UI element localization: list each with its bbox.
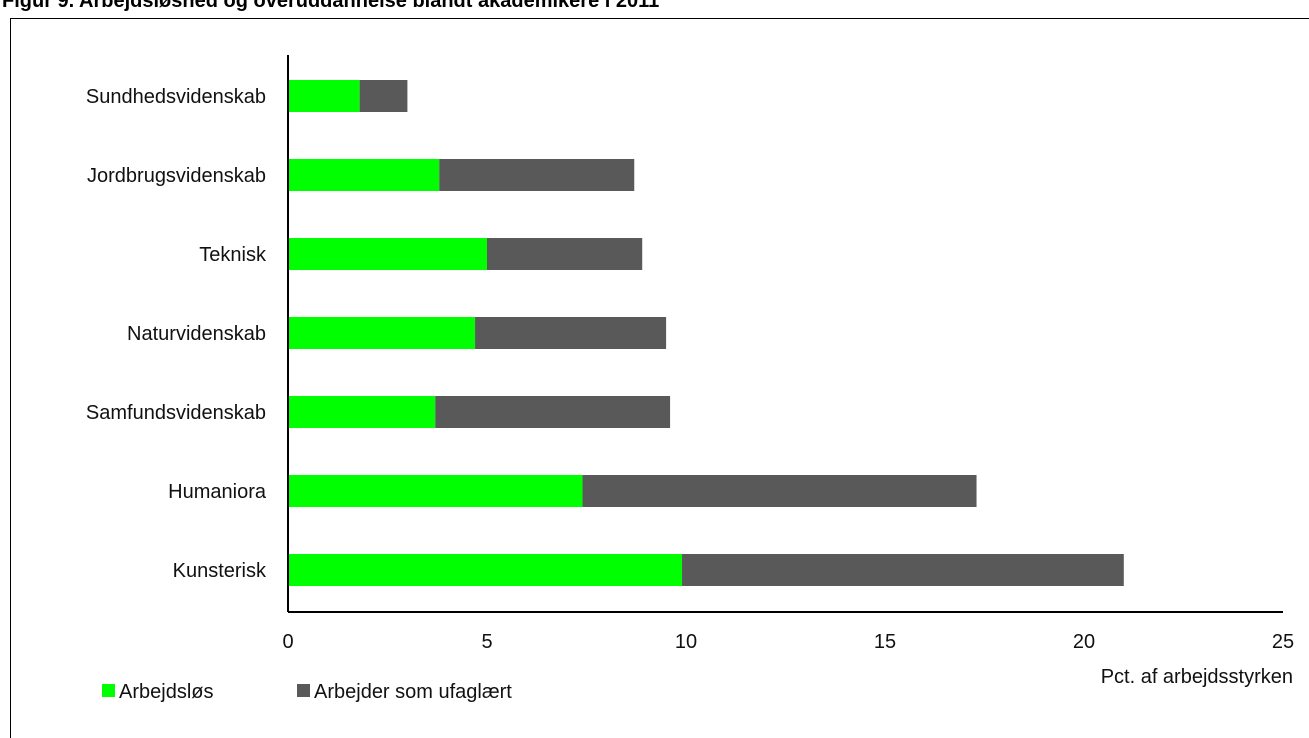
bars-group bbox=[288, 80, 1124, 586]
bar-segment-ufaglaert-6 bbox=[682, 554, 1124, 586]
figure-title: Figur 9. Arbejdsløshed og overuddannelse… bbox=[2, 0, 660, 12]
category-label: Kunsterisk bbox=[173, 560, 267, 582]
bar-segment-ufaglaert-1 bbox=[439, 159, 635, 191]
bar-segment-arbejdslos-0 bbox=[288, 80, 360, 112]
bar-chart: Sundhedsvidenskab Jordbrugsvidenskab Tekni… bbox=[86, 55, 1294, 703]
x-tick-label: 15 bbox=[874, 631, 896, 653]
bar-segment-arbejdslos-3 bbox=[288, 317, 476, 349]
category-label: Sundhedsvidenskab bbox=[86, 86, 266, 108]
x-tick-label: 0 bbox=[282, 631, 293, 653]
legend-label: Arbejder som ufaglært bbox=[314, 681, 512, 703]
x-tick-label: 5 bbox=[481, 631, 492, 653]
x-tick-label: 20 bbox=[1073, 631, 1095, 653]
legend-swatch bbox=[297, 684, 310, 697]
bar-segment-arbejdslos-4 bbox=[288, 396, 436, 428]
figure-frame bbox=[10, 18, 1309, 738]
legend-swatch bbox=[102, 684, 115, 697]
bar-segment-ufaglaert-2 bbox=[487, 238, 643, 270]
x-tick-label: 10 bbox=[675, 631, 697, 653]
legend-label: Arbejdsløs bbox=[119, 681, 213, 703]
x-tick-labels: 0 5 10 15 20 25 bbox=[282, 631, 1294, 653]
category-label: Teknisk bbox=[199, 244, 267, 266]
category-labels: Sundhedsvidenskab Jordbrugsvidenskab Tekni… bbox=[86, 86, 267, 582]
bar-segment-arbejdslos-6 bbox=[288, 554, 683, 586]
x-axis-title: Pct. af arbejdsstyrken bbox=[1101, 666, 1293, 688]
category-label: Naturvidenskab bbox=[127, 323, 266, 345]
legend: Arbejdsløs Arbejder som ufaglært bbox=[102, 681, 512, 703]
x-tick-label: 25 bbox=[1272, 631, 1294, 653]
bar-segment-ufaglaert-0 bbox=[359, 80, 408, 112]
bar-segment-ufaglaert-5 bbox=[582, 475, 977, 507]
category-label: Humaniora bbox=[168, 481, 267, 503]
bar-segment-arbejdslos-2 bbox=[288, 238, 487, 270]
bar-segment-ufaglaert-4 bbox=[435, 396, 671, 428]
bar-segment-arbejdslos-1 bbox=[288, 159, 440, 191]
bar-segment-arbejdslos-5 bbox=[288, 475, 583, 507]
bar-segment-ufaglaert-3 bbox=[475, 317, 667, 349]
category-label: Jordbrugsvidenskab bbox=[87, 165, 266, 187]
category-label: Samfundsvidenskab bbox=[86, 402, 266, 424]
